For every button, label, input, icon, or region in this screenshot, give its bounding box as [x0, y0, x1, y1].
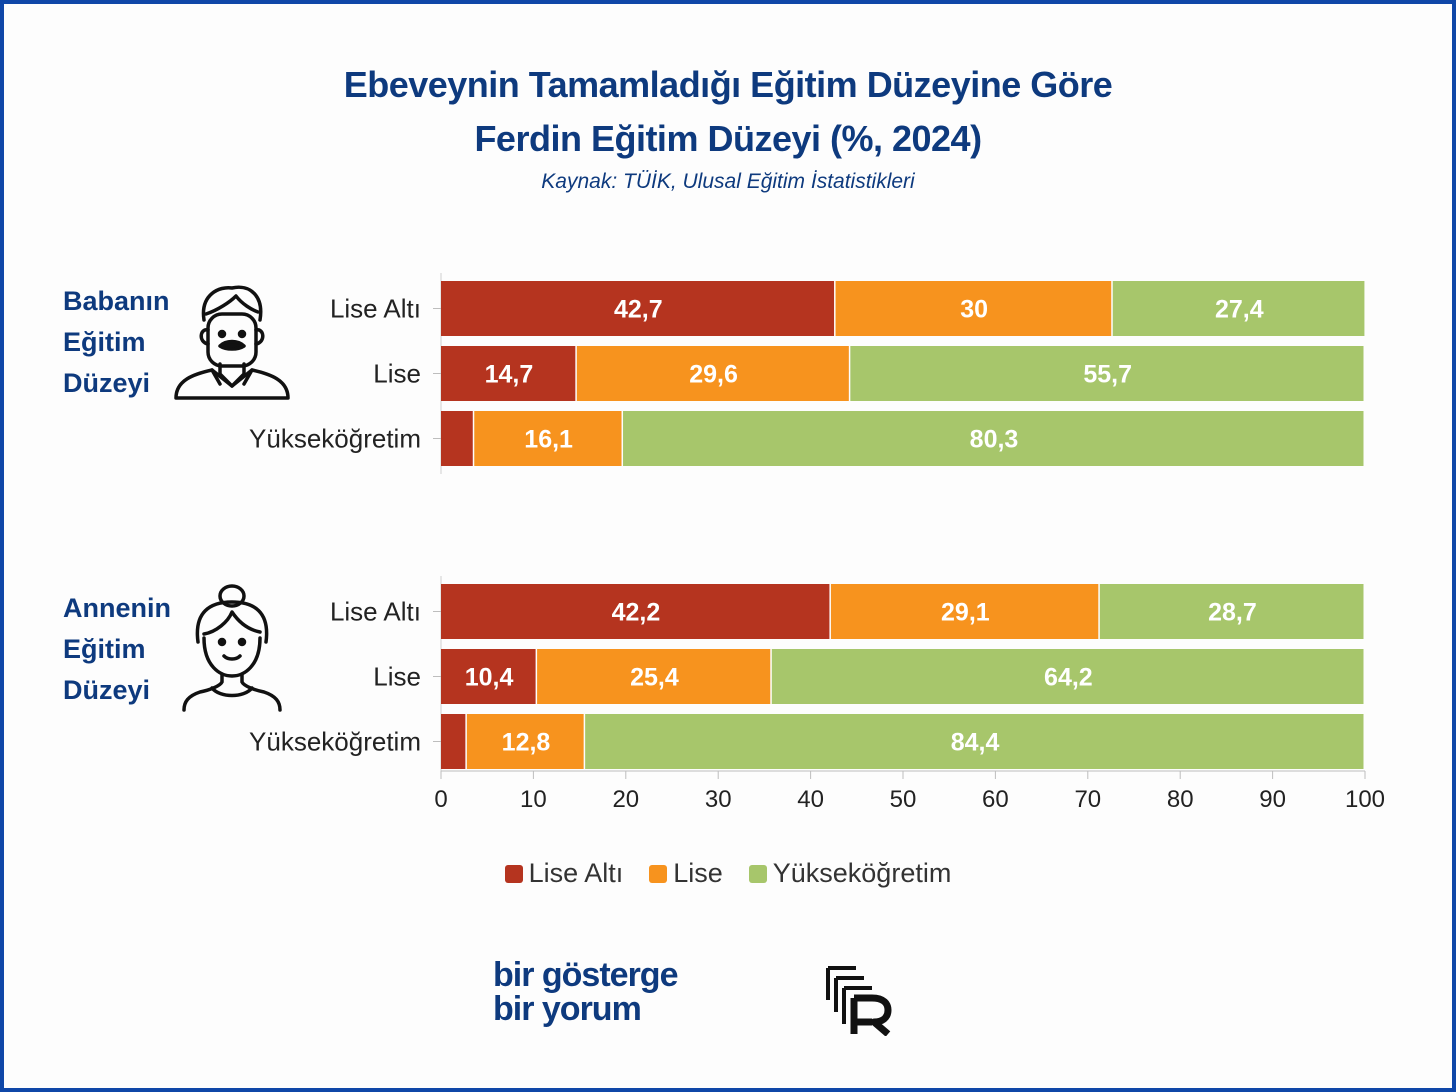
category-label: Lise Altı	[330, 294, 421, 324]
bar-segment	[623, 411, 1364, 466]
chart-title-line-2: Ferdin Eğitim Düzeyi (%, 2024)	[474, 118, 982, 159]
bar-segment	[576, 346, 849, 401]
x-tick-label: 100	[1345, 786, 1385, 813]
x-tick-label: 90	[1259, 786, 1286, 813]
x-tick-label: 60	[982, 786, 1009, 813]
data-label: 16,1	[524, 426, 573, 454]
bar-segment	[830, 584, 1099, 639]
bar-segment	[537, 649, 771, 704]
x-tick-label: 70	[1074, 786, 1101, 813]
data-label: 84,4	[951, 729, 1000, 757]
data-label: 27,4	[1215, 296, 1264, 324]
bar-segment	[835, 281, 1112, 336]
brand-wordmark: bir gösterge bir yorum	[493, 956, 678, 1028]
bar-segment	[466, 714, 584, 769]
data-label: 80,3	[970, 426, 1019, 454]
data-label: 30	[960, 296, 988, 324]
bar-segment	[1112, 281, 1365, 336]
bar-segment	[441, 714, 466, 769]
data-label: 10,4	[465, 664, 514, 692]
x-tick-label: 10	[520, 786, 547, 813]
category-label: Lise Altı	[330, 597, 421, 627]
data-label: 25,4	[630, 664, 679, 692]
category-label: Lise	[373, 359, 421, 389]
data-label: 42,7	[614, 296, 663, 324]
bar-segment	[1099, 584, 1364, 639]
bar-segment	[441, 584, 830, 639]
legend-item-lise-alti: Lise Altı	[504, 858, 624, 889]
category-label: Lise	[373, 662, 421, 692]
bar-segment	[850, 346, 1364, 401]
source-note: Kaynak: TÜİK, Ulusal Eğitim İstatistikle…	[541, 170, 915, 193]
data-label: 64,2	[1044, 664, 1093, 692]
category-label: Yükseköğretim	[249, 727, 421, 757]
bar-segment	[474, 411, 622, 466]
data-label: 12,8	[502, 729, 551, 757]
data-label: 14,7	[485, 361, 534, 389]
father-group-label: Babanın Eğitim Düzeyi	[63, 281, 170, 404]
legend-swatch	[748, 864, 767, 883]
bar-segment	[441, 346, 576, 401]
chart-title-line-1: Ebeveynin Tamamladığı Eğitim Düzeyine Gö…	[343, 64, 1113, 105]
category-label: Yükseköğretim	[249, 424, 421, 454]
brand-line-1: bir gösterge	[493, 956, 678, 994]
legend-swatch	[649, 864, 668, 883]
chart-legend: Lise Altı Lise Yükseköğretim	[0, 858, 1456, 889]
x-tick-label: 30	[705, 786, 732, 813]
mother-group-label: Annenin Eğitim Düzeyi	[63, 588, 171, 711]
bar-segment	[585, 714, 1364, 769]
legend-label: Lise	[673, 858, 723, 888]
legend-label: Lise Altı	[528, 858, 624, 888]
x-tick-label: 50	[890, 786, 917, 813]
brand-line-2: bir yorum	[493, 990, 642, 1028]
father-icon	[174, 285, 290, 400]
bar-segment	[771, 649, 1364, 704]
r-logo-icon	[826, 966, 892, 1036]
data-label: 28,7	[1208, 599, 1257, 627]
legend-label: Yükseköğretim	[772, 858, 952, 888]
bar-segment	[441, 649, 536, 704]
legend-swatch	[504, 864, 523, 883]
mother-label-line: Düzeyi	[63, 675, 151, 705]
data-label: 42,2	[612, 599, 661, 627]
father-label-line: Babanın	[63, 286, 170, 316]
mother-label-line: Annenin	[63, 593, 171, 623]
mother-label-line: Eğitim	[63, 634, 146, 664]
data-label: 29,1	[941, 599, 990, 627]
legend-item-lise: Lise	[649, 858, 723, 889]
data-label: 29,6	[689, 361, 738, 389]
legend-item-yuksekogretim: Yükseköğretim	[748, 858, 952, 889]
x-tick-label: 40	[797, 786, 824, 813]
father-label-line: Düzeyi	[63, 368, 151, 398]
bar-segment	[441, 281, 835, 336]
x-tick-label: 20	[612, 786, 639, 813]
mother-icon	[182, 584, 282, 712]
x-tick-label: 0	[434, 786, 447, 813]
data-label: 55,7	[1083, 361, 1132, 389]
father-label-line: Eğitim	[63, 327, 146, 357]
bar-segment	[441, 411, 473, 466]
x-tick-label: 80	[1167, 786, 1194, 813]
chart-title: Ebeveynin Tamamladığı Eğitim Düzeyine Gö…	[0, 58, 1456, 166]
